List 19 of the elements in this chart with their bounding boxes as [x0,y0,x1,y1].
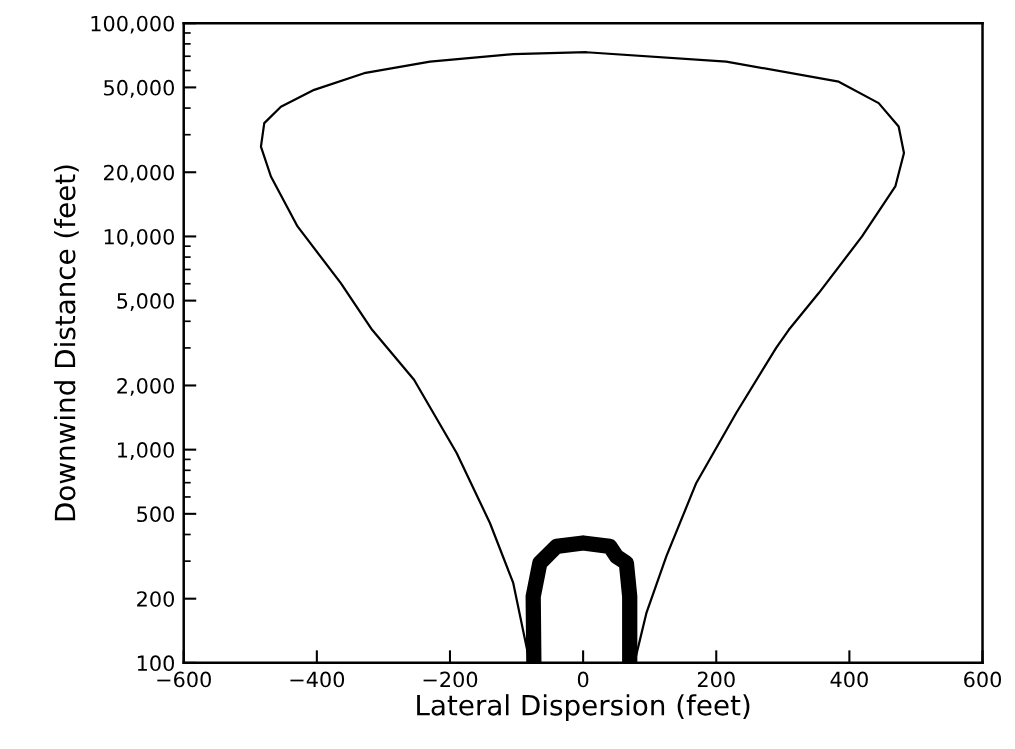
x-tick-label: −400 [290,671,345,688]
y-axis-title: Downwind Distance (feet) [54,165,79,521]
x-tick-label: 400 [830,671,868,688]
y-tick-label: 2,000 [117,377,174,396]
y-tick-label: 500 [137,506,174,523]
x-tick-label: 0 [577,671,589,688]
y-tick-label: 50,000 [104,79,174,98]
y-tick-label: 1,000 [118,442,174,460]
x-tick-label: −600 [157,671,211,688]
y-tick-label: 20,000 [104,164,174,183]
y-tick-label: 100 [137,655,174,672]
x-axis-title: Lateral Dispersion (feet) [417,694,750,722]
x-tick-label: −200 [423,671,478,688]
y-tick-label: 10,000 [104,228,174,247]
x-tick-label: 600 [964,671,1002,688]
y-tick-label: 100,000 [91,15,174,34]
y-tick-label: 5,000 [117,293,174,311]
x-tick-label: 200 [697,671,735,688]
y-tick-label: 200 [137,591,174,607]
